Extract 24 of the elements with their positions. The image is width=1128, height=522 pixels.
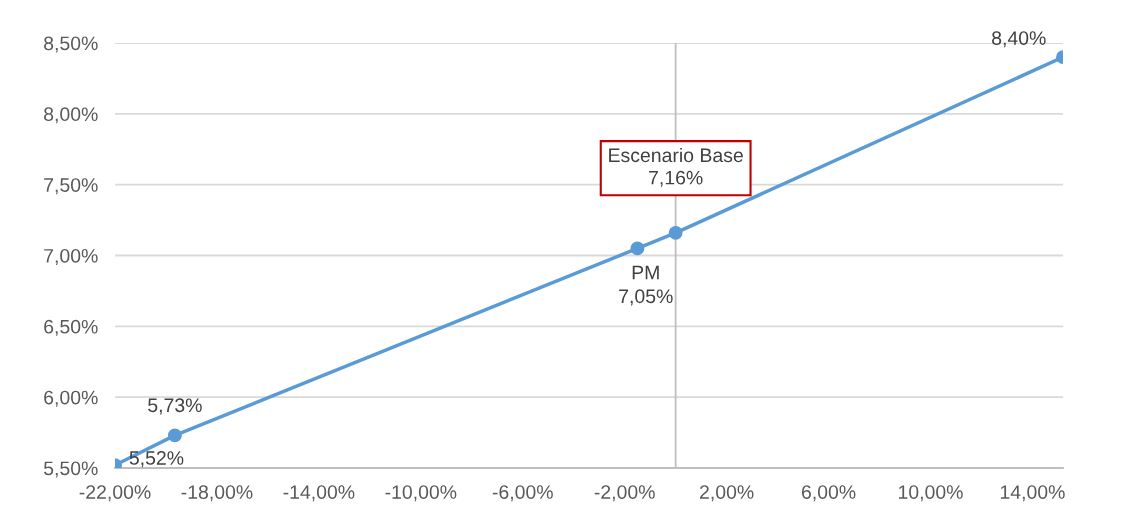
y-tick-label: 6,00% [44,390,98,407]
data-label: 8,40% [992,31,1046,48]
y-tick-label: 8,50% [44,36,98,53]
point [630,241,645,256]
y-tick-label: 7,00% [44,248,98,266]
x-tick-label: 6,00% [801,485,856,502]
y-tick-label: 5,50% [43,461,98,478]
point [668,225,683,240]
data-label: PM 7,05% [619,265,673,306]
x-tick-label: -18,00% [181,485,253,502]
y-tick-label: 8,00% [44,107,98,124]
x-tick-label: -14,00% [283,485,355,502]
annotation: Escenario Base 7,16% [609,147,743,187]
y-tick-label: 6,50% [44,319,98,336]
x-tick-label: -6,00% [492,485,553,502]
x-tick-label: 14,00% [1000,485,1065,502]
x-tick-label: -2,00% [594,485,655,502]
data-label: 5,52% [129,451,184,468]
data-label: 5,73% [148,398,202,415]
y-tick-label: 7,50% [44,178,98,195]
x-tick-label: 2,00% [700,485,754,502]
x-tick-label: 10,00% [898,485,963,502]
x-tick-label: -22,00% [79,485,151,502]
x-tick-label: -10,00% [385,485,457,502]
